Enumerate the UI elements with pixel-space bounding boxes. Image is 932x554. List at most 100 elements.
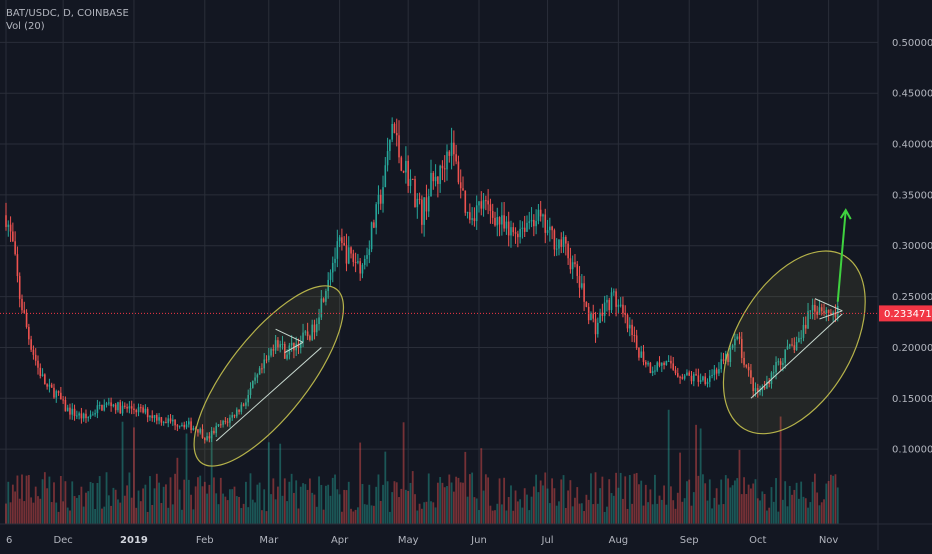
triangle-line[interactable] — [275, 328, 304, 343]
volume-bar — [14, 491, 17, 524]
candle — [350, 246, 352, 259]
volume-bar — [80, 486, 83, 524]
candle — [800, 330, 802, 344]
candle — [368, 240, 371, 264]
candle — [389, 139, 391, 161]
volume-bar — [416, 510, 419, 524]
volume-bar — [638, 484, 640, 524]
volume-bar — [754, 479, 757, 524]
volume-bar — [450, 482, 453, 524]
volume-bar — [176, 457, 179, 524]
candle — [386, 137, 389, 172]
candle — [162, 420, 165, 426]
candle — [745, 364, 748, 369]
volume-bar — [672, 500, 675, 524]
volume-bar — [171, 504, 174, 524]
candle — [411, 178, 414, 180]
candle — [233, 414, 236, 419]
candle — [622, 296, 624, 318]
candle — [480, 191, 483, 216]
volume-bar — [41, 479, 44, 524]
candle — [722, 352, 725, 365]
candle — [304, 330, 307, 336]
volume-bar — [594, 472, 597, 524]
volume-bar — [514, 490, 517, 524]
candle — [357, 253, 359, 265]
volume-bar — [464, 451, 467, 524]
candle — [704, 373, 707, 386]
volume-bar — [409, 482, 412, 524]
candle — [663, 361, 665, 370]
highlight-ellipse[interactable] — [694, 227, 894, 458]
volume-bar — [160, 503, 163, 524]
candle — [82, 412, 85, 422]
volume-bar — [462, 482, 464, 524]
triangle-line[interactable] — [284, 341, 304, 353]
x-tick-label: Jul — [541, 535, 554, 546]
candle — [768, 378, 770, 388]
triangle-line[interactable] — [819, 310, 843, 320]
volume-bar — [247, 507, 250, 524]
candle — [521, 221, 524, 239]
candle — [450, 127, 453, 170]
candle — [448, 150, 451, 163]
volume-bar — [66, 507, 69, 524]
candle — [219, 420, 222, 428]
volume-bar — [574, 497, 576, 524]
highlight-ellipse[interactable] — [170, 265, 368, 488]
candle — [190, 417, 192, 434]
volume-bar — [23, 501, 26, 524]
volume-bar — [448, 474, 451, 524]
volume-bar — [320, 484, 323, 524]
volume-bar — [139, 501, 142, 524]
volume-bar — [512, 510, 515, 524]
candle — [256, 373, 259, 384]
volume-bar — [219, 477, 222, 524]
candle — [121, 401, 124, 416]
volume-bar — [53, 482, 55, 524]
volume-bar — [391, 492, 394, 524]
volume-bar — [153, 488, 156, 524]
trend-line[interactable] — [215, 347, 322, 442]
candle — [619, 297, 622, 308]
volume-bar — [478, 510, 480, 524]
candle — [795, 336, 798, 351]
volume-bar — [558, 501, 560, 524]
trend-line[interactable] — [750, 313, 843, 399]
candle — [594, 311, 597, 343]
candle — [494, 211, 496, 227]
volume-bar — [532, 486, 535, 524]
last-price-badge — [879, 305, 932, 322]
time-axis[interactable]: 6 Dec 2019 Feb Mar Apr May Jun Jul Aug Sep Oct Nov — [0, 523, 932, 546]
volume-bar — [318, 476, 320, 524]
volume-bar — [18, 498, 21, 524]
volume-bar — [50, 502, 53, 524]
volume-bar — [434, 507, 437, 524]
candle — [798, 331, 800, 343]
volume-bar — [548, 503, 551, 524]
candle — [820, 303, 823, 316]
triangle-line[interactable] — [814, 298, 843, 312]
volume-bar — [5, 503, 7, 524]
candle — [459, 169, 462, 199]
volume-indicator-label[interactable]: Vol (20) — [6, 21, 45, 32]
candle — [471, 207, 473, 226]
x-tick-label: Dec — [53, 535, 72, 546]
candle — [626, 313, 629, 333]
volume-bar — [39, 498, 42, 524]
volume-bar — [137, 490, 140, 524]
candle — [112, 403, 115, 408]
volume-bar — [734, 480, 736, 524]
up-arrow-icon[interactable] — [836, 210, 847, 302]
volume-bar — [542, 485, 544, 524]
volume-bar — [466, 496, 469, 524]
candle — [7, 220, 10, 237]
volume-bar — [658, 495, 661, 524]
candle — [165, 417, 167, 424]
candle — [331, 256, 334, 283]
symbol-title[interactable]: BAT/USDC, D, COINBASE — [6, 8, 129, 19]
volume-bar — [423, 502, 426, 524]
volume-bar — [117, 499, 119, 524]
